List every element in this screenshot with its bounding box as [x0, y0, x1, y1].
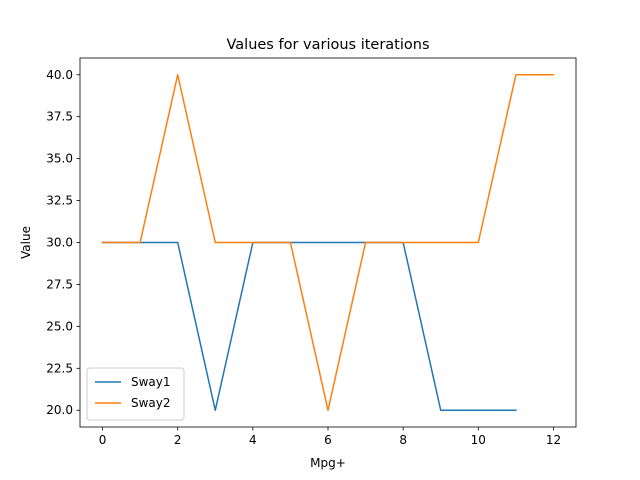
y-tick-label: 25.0 — [46, 319, 73, 333]
chart-title: Values for various iterations — [226, 37, 429, 53]
x-tick-label: 8 — [399, 433, 407, 447]
legend-box — [86, 367, 185, 421]
series-line-sway1 — [101, 241, 517, 411]
x-tick-label: 12 — [546, 433, 561, 447]
x-tick-label: 2 — [174, 433, 182, 447]
plot-lines — [101, 74, 555, 411]
y-axis-label: Value — [19, 226, 33, 259]
x-tick-label: 0 — [99, 433, 107, 447]
x-axis-label: Mpg+ — [310, 456, 346, 470]
x-tick-label: 6 — [324, 433, 332, 447]
y-axis: 20.0 22.5 25.0 27.5 30.0 32.5 35.0 37.5 40.0 — [46, 68, 80, 417]
y-tick-label: 35.0 — [46, 152, 73, 166]
x-axis: 0 2 4 6 8 10 12 — [99, 427, 561, 447]
y-tick-label: 30.0 — [46, 236, 73, 250]
x-tick-label: 10 — [471, 433, 486, 447]
legend: Sway1 Sway2 — [86, 367, 185, 421]
y-tick-label: 37.5 — [46, 110, 73, 124]
series-line-sway2 — [101, 74, 555, 411]
y-tick-label: 22.5 — [46, 361, 73, 375]
legend-label-sway1: Sway1 — [131, 375, 171, 389]
x-tick-label: 4 — [249, 433, 257, 447]
y-tick-label: 40.0 — [46, 68, 73, 82]
y-tick-label: 32.5 — [46, 194, 73, 208]
y-tick-label: 20.0 — [46, 403, 73, 417]
legend-label-sway2: Sway2 — [131, 396, 171, 410]
y-tick-label: 27.5 — [46, 277, 73, 291]
